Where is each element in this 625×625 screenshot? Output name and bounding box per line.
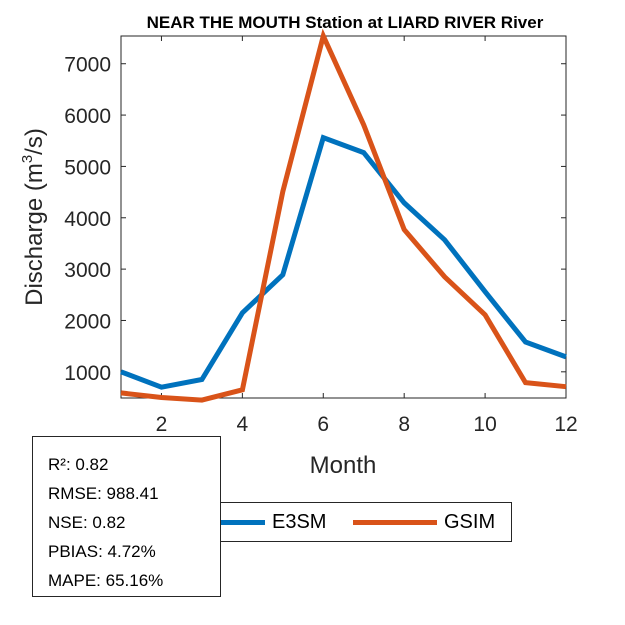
y-tick-label: 6000 xyxy=(64,105,111,128)
y-axis: 1000 2000 3000 4000 5000 6000 7000 xyxy=(64,54,566,385)
y-tick-label: 5000 xyxy=(64,156,111,179)
legend-label-gsim: GSIM xyxy=(444,510,496,533)
y-tick-label: 2000 xyxy=(64,310,111,333)
axes-box xyxy=(120,35,567,399)
x-tick-label: 10 xyxy=(473,413,496,436)
x-axis: 2 4 6 8 10 12 xyxy=(156,36,578,436)
series-line-gsim xyxy=(120,28,567,403)
y-axis-label-tail: /s) xyxy=(21,128,48,155)
stat-nse: NSE: 0.82 xyxy=(48,513,126,532)
legend-label-e3sm: E3SM xyxy=(272,510,327,533)
x-tick-label: 4 xyxy=(237,413,249,436)
legend-item-gsim: GSIM xyxy=(353,503,495,541)
chart-title: NEAR THE MOUTH Station at LIARD RIVER Ri… xyxy=(147,13,544,32)
x-tick-label: 8 xyxy=(398,413,410,436)
legend: E3SM GSIM xyxy=(181,502,512,542)
stat-mape: MAPE: 65.16% xyxy=(48,571,164,590)
stat-r2: R²: 0.82 xyxy=(48,455,109,474)
stat-rmse: RMSE: 988.41 xyxy=(48,484,159,503)
series-line-e3sm xyxy=(120,134,567,390)
x-tick-label: 2 xyxy=(156,413,168,436)
y-axis-label: Discharge (m3/s) xyxy=(19,128,48,306)
legend-swatch-e3sm xyxy=(181,519,265,525)
legend-swatch-gsim xyxy=(353,519,437,525)
y-tick-label: 1000 xyxy=(64,362,111,385)
stat-pbias: PBIAS: 4.72% xyxy=(48,542,156,561)
y-tick-label: 3000 xyxy=(64,259,111,282)
y-axis-label-sup: 3 xyxy=(19,155,36,163)
series-lines xyxy=(120,28,567,403)
x-tick-label: 12 xyxy=(554,413,577,436)
y-axis-label-base: Discharge (m xyxy=(21,163,48,306)
plot-area: 2 4 6 8 10 12 1000 2000 3000 4000 5000 6000 7000 xyxy=(64,28,578,436)
x-axis-label: Month xyxy=(310,452,377,479)
stats-annotation-box: R²: 0.82 RMSE: 988.41 NSE: 0.82 PBIAS: 4… xyxy=(32,436,221,597)
x-tick-label: 6 xyxy=(317,413,329,436)
y-tick-label: 7000 xyxy=(64,54,111,77)
legend-item-e3sm: E3SM xyxy=(181,503,326,541)
y-tick-label: 4000 xyxy=(64,208,111,231)
